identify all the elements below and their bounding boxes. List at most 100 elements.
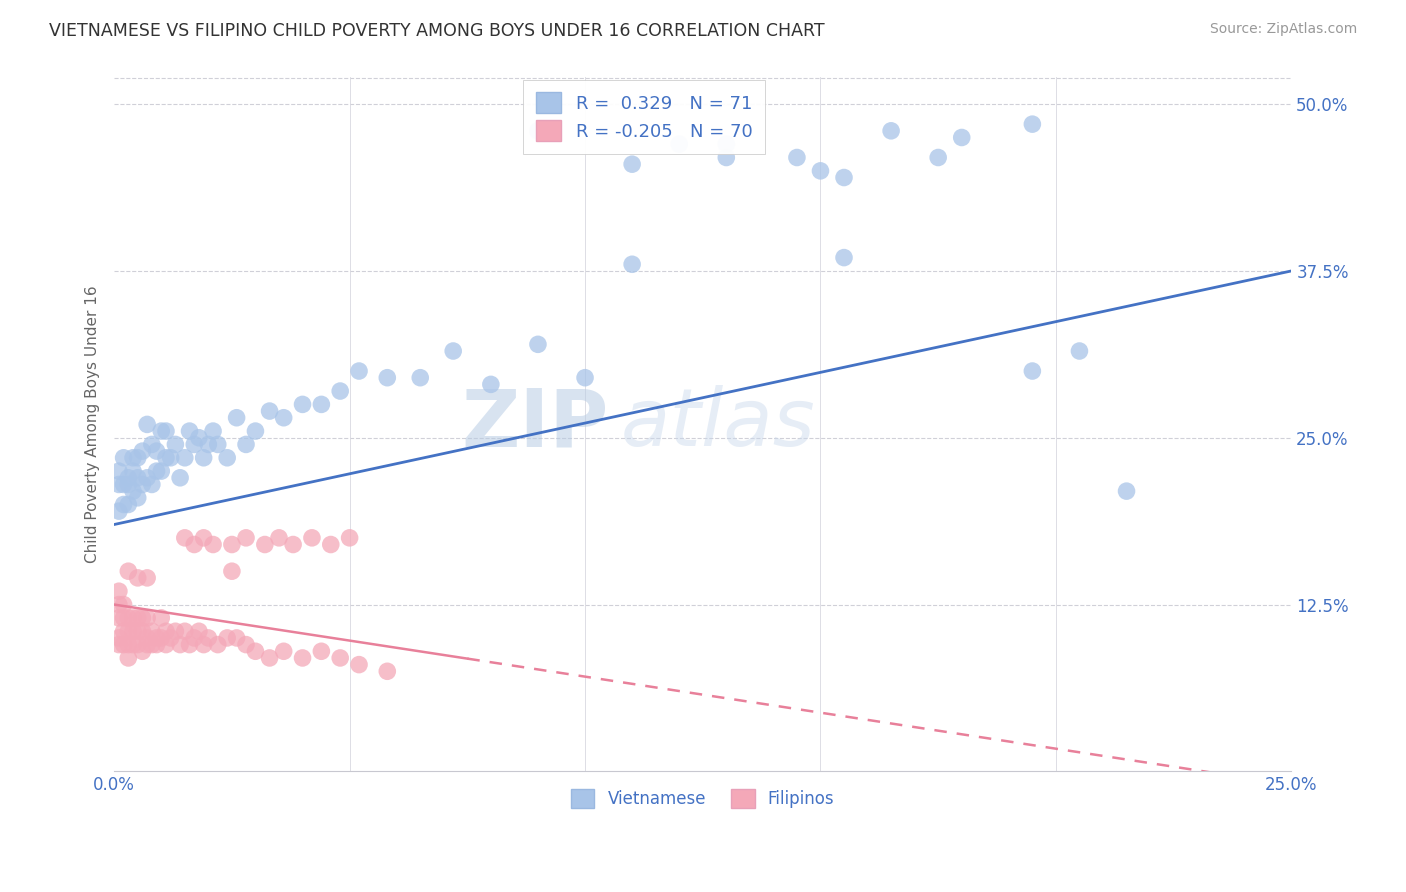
Point <box>179 638 201 652</box>
Point <box>319 537 342 551</box>
Point <box>169 471 191 485</box>
Point <box>273 410 295 425</box>
Point <box>245 424 267 438</box>
Point <box>950 130 973 145</box>
Point <box>127 491 149 505</box>
Point <box>127 450 149 465</box>
Point <box>131 624 153 639</box>
Point <box>880 124 903 138</box>
Point <box>329 651 352 665</box>
Point <box>131 644 153 658</box>
Point <box>150 631 173 645</box>
Point <box>112 498 135 512</box>
Point <box>810 164 832 178</box>
Point <box>122 464 145 478</box>
Point <box>225 631 247 645</box>
Point <box>1021 117 1043 131</box>
Point <box>136 571 159 585</box>
Point <box>112 450 135 465</box>
Point <box>527 337 550 351</box>
Point <box>716 151 738 165</box>
Point <box>221 564 243 578</box>
Point <box>1115 484 1137 499</box>
Y-axis label: Child Poverty Among Boys Under 16: Child Poverty Among Boys Under 16 <box>86 285 100 563</box>
Point <box>202 537 225 551</box>
Point <box>183 537 205 551</box>
Point <box>347 657 370 672</box>
Point <box>311 644 333 658</box>
Point <box>155 424 177 438</box>
Legend: Vietnamese, Filipinos: Vietnamese, Filipinos <box>564 782 841 815</box>
Text: Source: ZipAtlas.com: Source: ZipAtlas.com <box>1209 22 1357 37</box>
Point <box>112 638 135 652</box>
Point <box>311 397 333 411</box>
Point <box>716 137 738 152</box>
Point <box>141 624 163 639</box>
Point <box>927 151 949 165</box>
Point <box>832 170 855 185</box>
Point <box>136 417 159 432</box>
Point <box>347 364 370 378</box>
Point <box>169 638 191 652</box>
Point <box>145 638 167 652</box>
Point <box>122 624 145 639</box>
Point <box>117 564 139 578</box>
Point <box>235 437 257 451</box>
Point <box>131 444 153 458</box>
Point <box>259 404 281 418</box>
Point <box>159 450 181 465</box>
Point <box>136 611 159 625</box>
Point <box>173 450 195 465</box>
Point <box>187 431 209 445</box>
Point <box>668 137 690 152</box>
Point <box>150 611 173 625</box>
Point <box>621 257 644 271</box>
Point <box>281 537 304 551</box>
Point <box>479 377 502 392</box>
Point <box>108 638 131 652</box>
Point <box>145 444 167 458</box>
Point <box>112 477 135 491</box>
Point <box>197 437 219 451</box>
Point <box>273 644 295 658</box>
Point <box>207 437 229 451</box>
Point <box>409 370 432 384</box>
Point <box>217 450 239 465</box>
Point <box>301 531 323 545</box>
Point <box>375 665 398 679</box>
Point <box>127 611 149 625</box>
Point <box>202 424 225 438</box>
Point <box>122 484 145 499</box>
Point <box>108 598 131 612</box>
Point <box>159 631 181 645</box>
Point <box>127 624 149 639</box>
Point <box>253 537 276 551</box>
Point <box>245 644 267 658</box>
Point <box>122 450 145 465</box>
Point <box>221 537 243 551</box>
Point <box>225 410 247 425</box>
Point <box>117 624 139 639</box>
Point <box>127 471 149 485</box>
Point <box>117 611 139 625</box>
Point <box>621 157 644 171</box>
Point <box>108 631 131 645</box>
Point <box>179 424 201 438</box>
Point <box>527 124 550 138</box>
Point <box>291 397 314 411</box>
Point <box>183 437 205 451</box>
Point <box>155 450 177 465</box>
Point <box>117 651 139 665</box>
Point <box>441 344 464 359</box>
Point <box>197 631 219 645</box>
Point <box>1069 344 1091 359</box>
Point <box>165 437 187 451</box>
Point <box>217 631 239 645</box>
Point <box>112 598 135 612</box>
Point <box>141 638 163 652</box>
Point <box>141 477 163 491</box>
Text: VIETNAMESE VS FILIPINO CHILD POVERTY AMONG BOYS UNDER 16 CORRELATION CHART: VIETNAMESE VS FILIPINO CHILD POVERTY AMO… <box>49 22 825 40</box>
Point <box>127 571 149 585</box>
Point <box>173 624 195 639</box>
Point <box>136 631 159 645</box>
